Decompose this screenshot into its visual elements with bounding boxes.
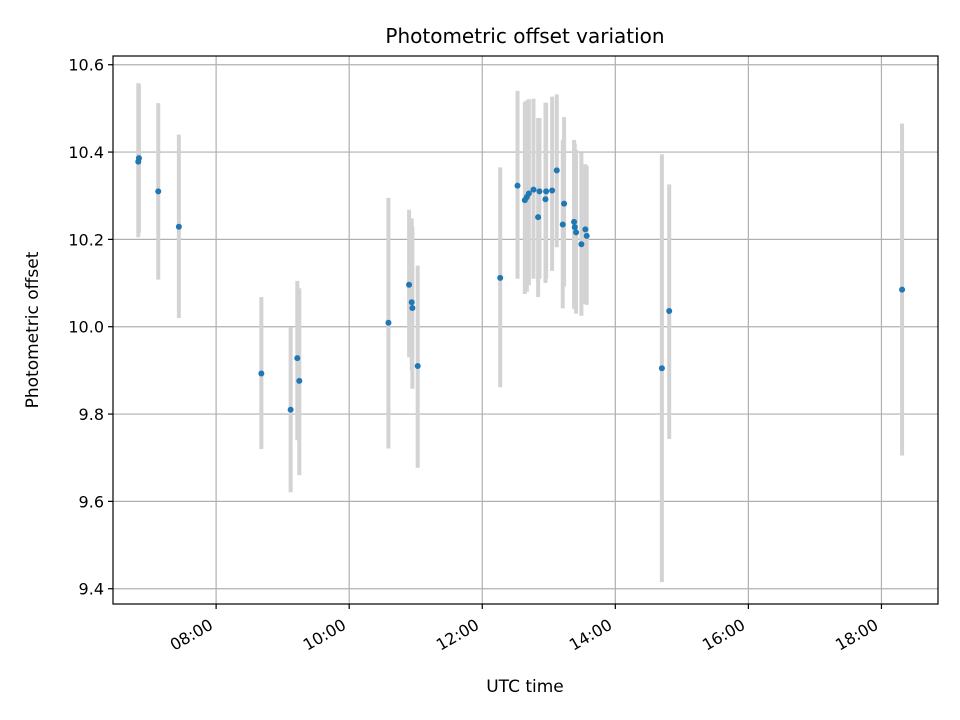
x-axis-title: UTC time bbox=[486, 677, 564, 697]
y-tick-label: 10.0 bbox=[68, 318, 104, 337]
data-point bbox=[553, 167, 560, 174]
data-point bbox=[559, 221, 566, 228]
data-point bbox=[549, 187, 556, 194]
y-axis: 9.4 9.6 9.8 10.0 10.2 10.4 10.6 bbox=[68, 56, 113, 599]
data-point bbox=[525, 190, 532, 197]
plot-frame bbox=[112, 55, 939, 605]
data-point bbox=[408, 299, 415, 306]
data-point bbox=[287, 406, 294, 413]
data-point bbox=[414, 363, 421, 370]
y-tick-label: 9.6 bbox=[79, 492, 104, 511]
y-tick-label: 10.4 bbox=[68, 143, 104, 162]
data-point bbox=[561, 200, 568, 207]
data-point bbox=[583, 232, 590, 239]
data-point bbox=[666, 308, 673, 315]
data-point bbox=[543, 188, 550, 195]
data-point bbox=[296, 377, 303, 384]
chart-title: Photometric offset variation bbox=[385, 24, 664, 48]
data-points bbox=[135, 155, 906, 413]
y-tick-label: 10.6 bbox=[68, 56, 104, 75]
y-axis-title: Photometric offset bbox=[23, 251, 43, 408]
data-point bbox=[535, 214, 542, 221]
data-point bbox=[530, 186, 537, 193]
data-point bbox=[571, 224, 578, 231]
data-point bbox=[571, 218, 578, 225]
data-point bbox=[294, 355, 301, 362]
data-point bbox=[514, 182, 521, 189]
data-point bbox=[658, 365, 665, 372]
grid bbox=[113, 56, 938, 604]
data-point bbox=[258, 370, 265, 377]
data-point bbox=[582, 226, 589, 233]
y-tick-label: 9.4 bbox=[79, 580, 104, 599]
y-tick-label: 9.8 bbox=[79, 405, 104, 424]
data-point bbox=[135, 155, 142, 162]
data-point bbox=[542, 196, 549, 203]
data-point bbox=[155, 188, 162, 195]
data-point bbox=[497, 274, 504, 281]
y-tick-label: 10.2 bbox=[68, 230, 104, 249]
data-point bbox=[406, 281, 413, 288]
data-point bbox=[385, 319, 392, 326]
data-point bbox=[409, 304, 416, 311]
data-point bbox=[899, 286, 906, 293]
data-point bbox=[578, 241, 585, 248]
data-point bbox=[175, 223, 182, 230]
data-point bbox=[573, 229, 580, 236]
data-point bbox=[536, 188, 543, 195]
